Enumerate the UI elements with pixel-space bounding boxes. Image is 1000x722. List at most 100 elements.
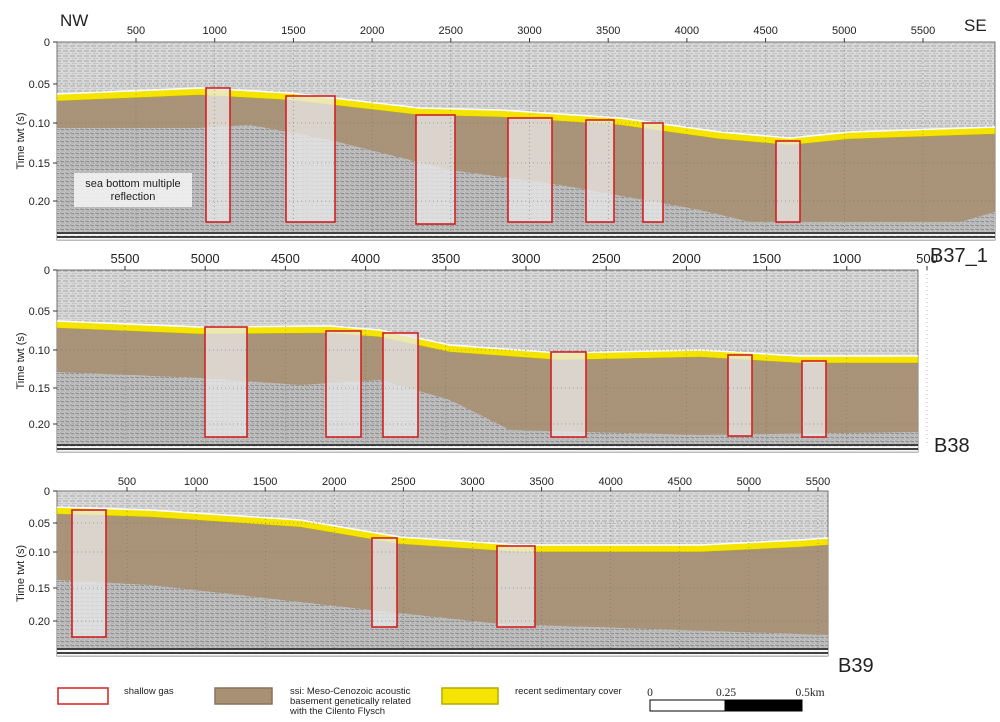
y-tick-label: 0.05 bbox=[29, 79, 50, 91]
x-tick-label: 4000 bbox=[351, 251, 380, 266]
gas-haze bbox=[383, 333, 418, 437]
gas-haze bbox=[728, 355, 752, 436]
x-tick-label: 5500 bbox=[911, 25, 935, 37]
shallow-gas bbox=[585, 119, 615, 223]
gas-haze bbox=[205, 327, 247, 437]
x-tick-label: 4000 bbox=[675, 25, 699, 37]
x-tick-label: 5000 bbox=[737, 476, 761, 488]
gas-haze bbox=[416, 115, 455, 224]
sea-bottom bbox=[56, 506, 829, 546]
gas-haze bbox=[286, 96, 335, 222]
x-tick-label: 5500 bbox=[111, 251, 140, 266]
gas-haze bbox=[643, 123, 663, 222]
gas-haze bbox=[802, 361, 826, 437]
gas-haze bbox=[508, 118, 552, 222]
annotation-box bbox=[74, 173, 192, 207]
scale-label: 0 bbox=[647, 687, 653, 699]
y-tick-label: 0.05 bbox=[29, 518, 50, 530]
profile-name: B38 bbox=[934, 435, 970, 457]
gas-haze bbox=[372, 538, 397, 627]
legend-label: ssi: Meso-Cenozoic acoustic bbox=[290, 686, 411, 697]
x-tick-label: 3500 bbox=[596, 25, 620, 37]
y-tick-label: 0.20 bbox=[29, 196, 50, 208]
x-tick-label: 5000 bbox=[832, 25, 856, 37]
gas-haze bbox=[497, 546, 535, 627]
x-tick-label: 5000 bbox=[191, 251, 220, 266]
legend-label: shallow gas bbox=[124, 686, 174, 697]
shallow-gas bbox=[325, 330, 362, 438]
annotation: reflection bbox=[111, 191, 156, 203]
shallow-gas bbox=[415, 114, 456, 225]
y-tick-label: 0.05 bbox=[29, 306, 50, 318]
legend-swatch bbox=[214, 687, 273, 705]
y-tick-label: 0.15 bbox=[29, 383, 50, 395]
legend-swatch bbox=[441, 687, 499, 705]
shallow-gas bbox=[382, 332, 419, 438]
x-tick-label: 1000 bbox=[184, 476, 208, 488]
x-tick-label: 3000 bbox=[512, 251, 541, 266]
x-tick-label: 1500 bbox=[253, 476, 277, 488]
shallow-gas bbox=[550, 351, 587, 438]
x-tick-label: 3000 bbox=[460, 476, 484, 488]
x-tick-label: 2000 bbox=[322, 476, 346, 488]
y-tick-label: 0 bbox=[44, 37, 50, 49]
x-tick-label: 3500 bbox=[431, 251, 460, 266]
profile-name: B37_1 bbox=[930, 245, 988, 267]
gas-haze bbox=[72, 510, 106, 637]
shallow-gas bbox=[285, 95, 336, 223]
seismic-panel: 0 0.05 0.10 0.15 0.20 500 1000 1500 2000 2500 3000… bbox=[15, 11, 996, 267]
shallow-gas bbox=[205, 87, 231, 223]
x-tick-label: 2000 bbox=[672, 251, 701, 266]
legend: shallow gas ssi: Meso-Cenozoic acousticba… bbox=[57, 686, 622, 717]
shallow-gas bbox=[371, 537, 398, 628]
gas-haze bbox=[551, 352, 586, 437]
x-tick-label: 500 bbox=[916, 251, 938, 266]
x-tick-label: 1000 bbox=[202, 25, 226, 37]
gas-haze bbox=[776, 141, 800, 222]
scale-label: 0.25 bbox=[716, 687, 736, 699]
y-tick-label: 0.20 bbox=[29, 616, 50, 628]
x-tick-label: 4500 bbox=[668, 476, 692, 488]
legend-swatch bbox=[57, 687, 109, 705]
x-tick-label: 500 bbox=[127, 25, 145, 37]
direction-label: SE bbox=[964, 16, 987, 35]
scale-segment bbox=[724, 699, 803, 712]
x-tick-label: 2500 bbox=[391, 476, 415, 488]
acoustic-basement bbox=[57, 328, 918, 435]
x-tick-label: 3000 bbox=[517, 25, 541, 37]
y-tick-label: 0.10 bbox=[29, 345, 50, 357]
scale-segment bbox=[649, 699, 726, 712]
annotation: sea bottom multiple bbox=[85, 178, 180, 190]
deep-reflections bbox=[57, 372, 918, 444]
gas-haze bbox=[326, 331, 361, 437]
x-tick-label: 2500 bbox=[439, 25, 463, 37]
sea-bottom bbox=[56, 87, 996, 139]
gas-haze bbox=[586, 120, 614, 222]
y-tick-label: 0 bbox=[44, 265, 50, 277]
x-tick-label: 2500 bbox=[592, 251, 621, 266]
y-tick-label: 0 bbox=[44, 486, 50, 498]
x-tick-label: 5500 bbox=[806, 476, 830, 488]
shallow-gas bbox=[507, 117, 553, 223]
y-axis-label: Time twt (s) bbox=[15, 332, 27, 389]
scale-label: 0.5km bbox=[795, 687, 824, 699]
y-tick-label: 0.20 bbox=[29, 419, 50, 431]
shallow-gas bbox=[775, 140, 801, 223]
y-tick-label: 0.10 bbox=[29, 118, 50, 130]
shallow-gas bbox=[727, 354, 753, 437]
gas-haze bbox=[206, 88, 230, 222]
direction-label: NW bbox=[60, 11, 88, 30]
y-tick-label: 0.10 bbox=[29, 547, 50, 559]
deep-reflections bbox=[57, 580, 828, 648]
acoustic-basement bbox=[57, 514, 828, 635]
x-tick-label: 500 bbox=[118, 476, 136, 488]
y-axis-label: Time twt (s) bbox=[15, 545, 27, 602]
shallow-gas bbox=[801, 360, 827, 438]
y-axis-label: Time twt (s) bbox=[15, 112, 27, 169]
x-tick-label: 3500 bbox=[529, 476, 553, 488]
x-tick-label: 1500 bbox=[281, 25, 305, 37]
seismic-panel: 0 0.05 0.10 0.15 0.20 500 1000 1500 2000 2500 3000… bbox=[15, 476, 874, 677]
legend-label: basement genetically related bbox=[290, 696, 411, 707]
x-tick-label: 4000 bbox=[598, 476, 622, 488]
